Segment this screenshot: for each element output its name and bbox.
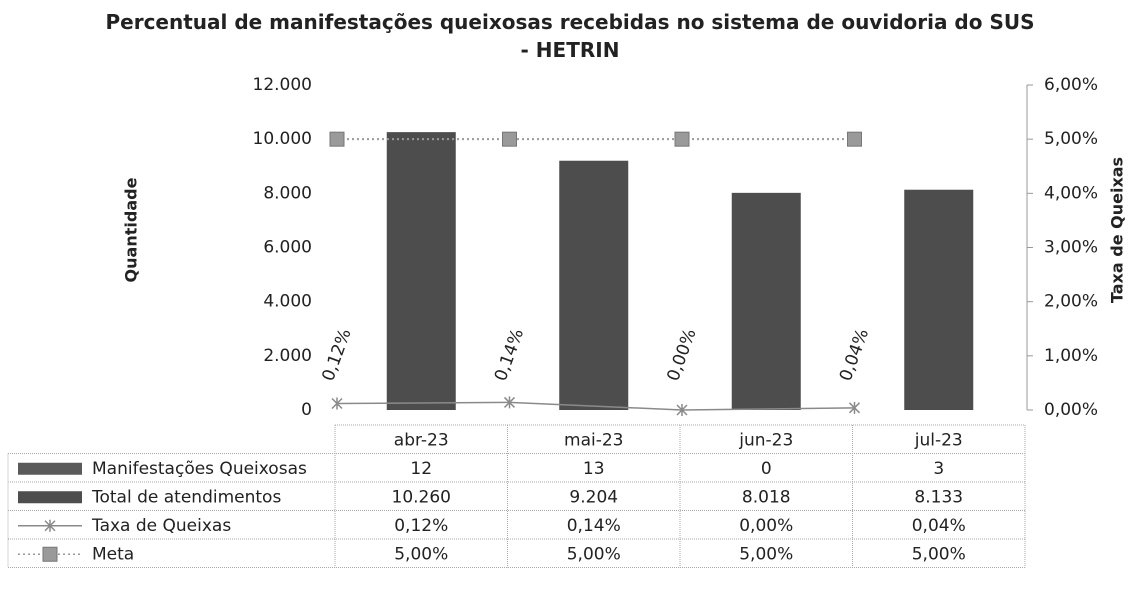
y-tick-label: 8.000 <box>263 183 312 203</box>
y2-tick-label: 1,00% <box>1044 346 1098 366</box>
table-value: 3 <box>933 459 944 479</box>
data-label: 0,00% <box>663 326 700 384</box>
y-tick-label: 0 <box>301 400 312 420</box>
table-value: 0,04% <box>912 516 966 536</box>
table-value: 5,00% <box>912 544 966 564</box>
table-value: 12 <box>410 459 432 479</box>
chart-title: Percentual de manifestações queixosas re… <box>105 10 1035 62</box>
table-value: 0 <box>761 459 772 479</box>
bar <box>559 160 629 410</box>
line-marker <box>331 397 343 410</box>
table-value: 13 <box>583 459 605 479</box>
line-marker <box>329 131 345 147</box>
table-value: 5,00% <box>739 544 793 564</box>
table-value: 5,00% <box>567 544 621 564</box>
legend-key <box>18 491 82 504</box>
line <box>336 401 855 411</box>
line-marker <box>674 131 690 147</box>
table-value: 0,00% <box>739 516 793 536</box>
table-value: 8.133 <box>914 487 963 507</box>
legend-key <box>44 519 56 532</box>
y-tick-label: 2.000 <box>263 346 312 366</box>
bar <box>904 189 974 410</box>
legend-label: Manifestações Queixosas <box>92 459 307 479</box>
y-axis-label: Quantidade <box>122 177 141 282</box>
y2-tick-label: 4,00% <box>1044 183 1098 203</box>
y2-tick-label: 2,00% <box>1044 292 1098 312</box>
line-marker <box>503 396 516 409</box>
y-tick-label: 12.000 <box>253 75 312 95</box>
legend-label: Taxa de Queixas <box>91 516 231 536</box>
data-label: 0,04% <box>836 326 873 384</box>
y2-tick-label: 5,00% <box>1044 129 1098 149</box>
x-tick-label: jul-23 <box>914 430 963 450</box>
table-value: 0,14% <box>567 516 621 536</box>
y2-tick-label: 3,00% <box>1044 238 1098 258</box>
table-value: 0,12% <box>394 516 448 536</box>
table-value: 8.018 <box>742 487 791 507</box>
legend-key <box>18 462 82 475</box>
x-tick-label: abr-23 <box>394 430 449 450</box>
table-value: 9.204 <box>569 487 618 507</box>
legend-key <box>42 546 58 562</box>
table-value: 10.260 <box>392 487 451 507</box>
data-label: 0,12% <box>318 326 355 384</box>
y-tick-label: 10.000 <box>253 129 312 149</box>
table-value: 5,00% <box>394 544 448 564</box>
x-tick-label: mai-23 <box>564 430 623 450</box>
y2-tick-label: 0,00% <box>1044 400 1098 420</box>
line-marker <box>502 131 517 147</box>
line-marker <box>676 404 688 416</box>
y-tick-label: 4.000 <box>263 292 312 312</box>
y2-tick-label: 6,00% <box>1044 75 1098 95</box>
y2-axis-label: Taxa de Queixas <box>1108 157 1127 303</box>
bar <box>731 192 801 410</box>
line-marker <box>847 131 862 147</box>
legend-label: Meta <box>92 544 134 564</box>
legend-label: Total de atendimentos <box>91 487 281 507</box>
bar <box>386 132 456 410</box>
line-marker <box>848 401 861 414</box>
data-label: 0,14% <box>491 326 528 384</box>
y-tick-label: 6.000 <box>263 238 312 258</box>
x-tick-label: jun-23 <box>738 430 793 450</box>
